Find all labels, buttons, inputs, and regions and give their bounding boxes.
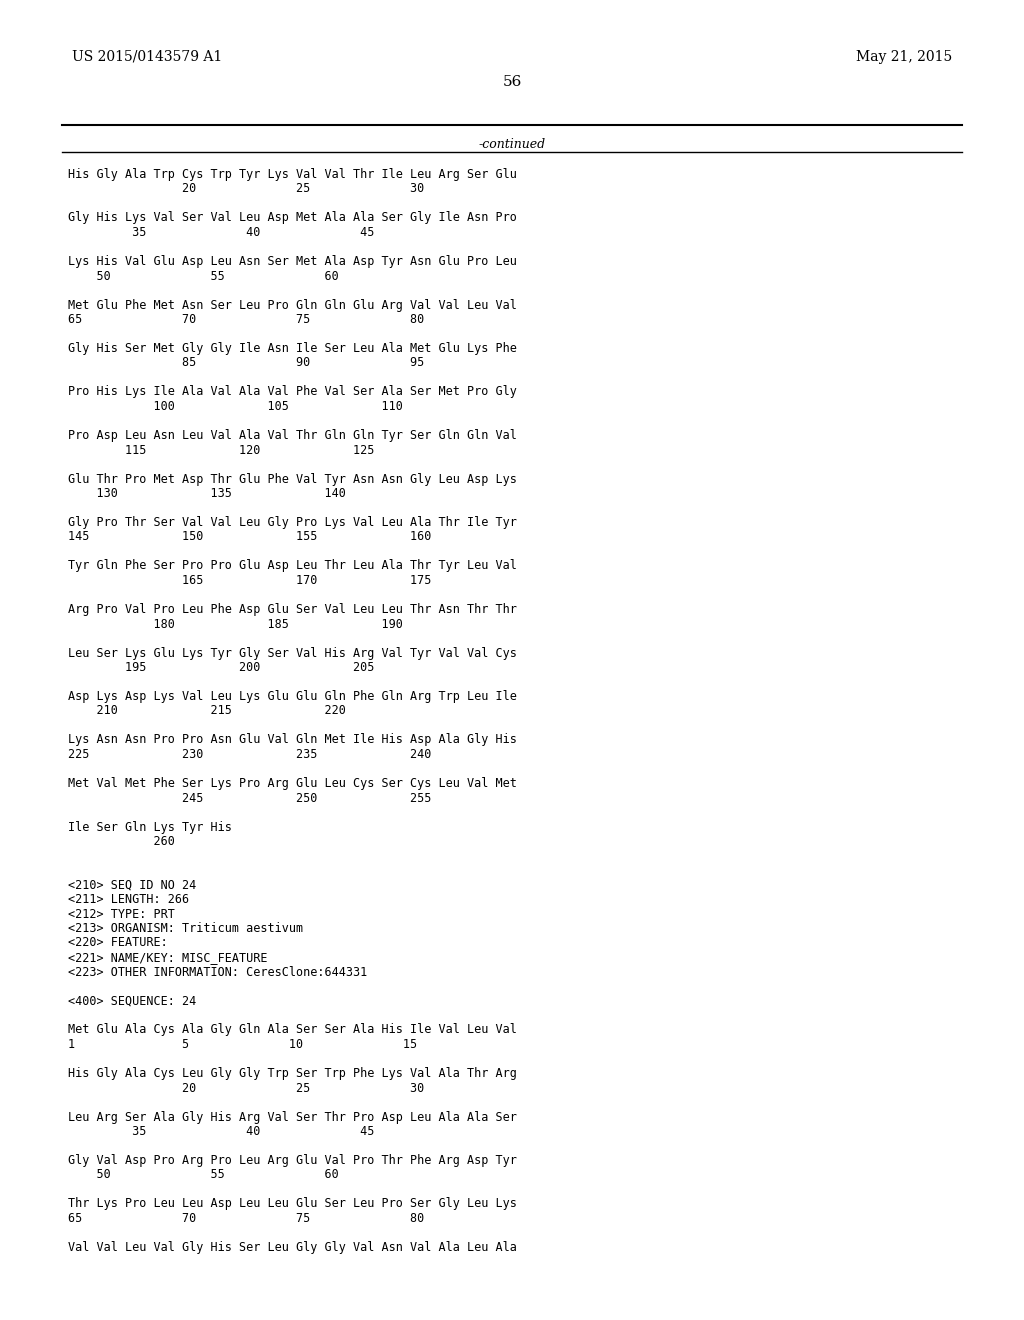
Text: Met Val Met Phe Ser Lys Pro Arg Glu Leu Cys Ser Cys Leu Val Met: Met Val Met Phe Ser Lys Pro Arg Glu Leu … bbox=[68, 777, 517, 789]
Text: <400> SEQUENCE: 24: <400> SEQUENCE: 24 bbox=[68, 994, 197, 1007]
Text: 65              70              75              80: 65 70 75 80 bbox=[68, 1212, 424, 1225]
Text: Gly Val Asp Pro Arg Pro Leu Arg Glu Val Pro Thr Phe Arg Asp Tyr: Gly Val Asp Pro Arg Pro Leu Arg Glu Val … bbox=[68, 1154, 517, 1167]
Text: Lys Asn Asn Pro Pro Asn Glu Val Gln Met Ile His Asp Ala Gly His: Lys Asn Asn Pro Pro Asn Glu Val Gln Met … bbox=[68, 734, 517, 747]
Text: 165             170             175: 165 170 175 bbox=[68, 574, 431, 587]
Text: His Gly Ala Trp Cys Trp Tyr Lys Val Val Thr Ile Leu Arg Ser Glu: His Gly Ala Trp Cys Trp Tyr Lys Val Val … bbox=[68, 168, 517, 181]
Text: Tyr Gln Phe Ser Pro Pro Glu Asp Leu Thr Leu Ala Thr Tyr Leu Val: Tyr Gln Phe Ser Pro Pro Glu Asp Leu Thr … bbox=[68, 560, 517, 573]
Text: Met Glu Ala Cys Ala Gly Gln Ala Ser Ser Ala His Ile Val Leu Val: Met Glu Ala Cys Ala Gly Gln Ala Ser Ser … bbox=[68, 1023, 517, 1036]
Text: 100             105             110: 100 105 110 bbox=[68, 400, 402, 413]
Text: 50              55              60: 50 55 60 bbox=[68, 1168, 339, 1181]
Text: 260: 260 bbox=[68, 836, 175, 847]
Text: Gly His Ser Met Gly Gly Ile Asn Ile Ser Leu Ala Met Glu Lys Phe: Gly His Ser Met Gly Gly Ile Asn Ile Ser … bbox=[68, 342, 517, 355]
Text: <220> FEATURE:: <220> FEATURE: bbox=[68, 936, 168, 949]
Text: 225             230             235             240: 225 230 235 240 bbox=[68, 748, 431, 762]
Text: Arg Pro Val Pro Leu Phe Asp Glu Ser Val Leu Leu Thr Asn Thr Thr: Arg Pro Val Pro Leu Phe Asp Glu Ser Val … bbox=[68, 603, 517, 616]
Text: May 21, 2015: May 21, 2015 bbox=[856, 50, 952, 63]
Text: 1               5              10              15: 1 5 10 15 bbox=[68, 1038, 417, 1051]
Text: <211> LENGTH: 266: <211> LENGTH: 266 bbox=[68, 894, 189, 906]
Text: Val Val Leu Val Gly His Ser Leu Gly Gly Val Asn Val Ala Leu Ala: Val Val Leu Val Gly His Ser Leu Gly Gly … bbox=[68, 1241, 517, 1254]
Text: <212> TYPE: PRT: <212> TYPE: PRT bbox=[68, 908, 175, 920]
Text: <210> SEQ ID NO 24: <210> SEQ ID NO 24 bbox=[68, 879, 197, 891]
Text: Met Glu Phe Met Asn Ser Leu Pro Gln Gln Glu Arg Val Val Leu Val: Met Glu Phe Met Asn Ser Leu Pro Gln Gln … bbox=[68, 298, 517, 312]
Text: 85              90              95: 85 90 95 bbox=[68, 356, 424, 370]
Text: 65              70              75              80: 65 70 75 80 bbox=[68, 313, 424, 326]
Text: 130             135             140: 130 135 140 bbox=[68, 487, 346, 500]
Text: 35              40              45: 35 40 45 bbox=[68, 1125, 375, 1138]
Text: 245             250             255: 245 250 255 bbox=[68, 792, 431, 804]
Text: Asp Lys Asp Lys Val Leu Lys Glu Glu Gln Phe Gln Arg Trp Leu Ile: Asp Lys Asp Lys Val Leu Lys Glu Glu Gln … bbox=[68, 690, 517, 704]
Text: 50              55              60: 50 55 60 bbox=[68, 269, 339, 282]
Text: Gly His Lys Val Ser Val Leu Asp Met Ala Ala Ser Gly Ile Asn Pro: Gly His Lys Val Ser Val Leu Asp Met Ala … bbox=[68, 211, 517, 224]
Text: 180             185             190: 180 185 190 bbox=[68, 618, 402, 631]
Text: 20              25              30: 20 25 30 bbox=[68, 1081, 424, 1094]
Text: 115             120             125: 115 120 125 bbox=[68, 444, 375, 457]
Text: Ile Ser Gln Lys Tyr His: Ile Ser Gln Lys Tyr His bbox=[68, 821, 231, 833]
Text: -continued: -continued bbox=[478, 139, 546, 150]
Text: Lys His Val Glu Asp Leu Asn Ser Met Ala Asp Tyr Asn Glu Pro Leu: Lys His Val Glu Asp Leu Asn Ser Met Ala … bbox=[68, 255, 517, 268]
Text: His Gly Ala Cys Leu Gly Gly Trp Ser Trp Phe Lys Val Ala Thr Arg: His Gly Ala Cys Leu Gly Gly Trp Ser Trp … bbox=[68, 1067, 517, 1080]
Text: 210             215             220: 210 215 220 bbox=[68, 705, 346, 718]
Text: 20              25              30: 20 25 30 bbox=[68, 182, 424, 195]
Text: Glu Thr Pro Met Asp Thr Glu Phe Val Tyr Asn Asn Gly Leu Asp Lys: Glu Thr Pro Met Asp Thr Glu Phe Val Tyr … bbox=[68, 473, 517, 486]
Text: Pro Asp Leu Asn Leu Val Ala Val Thr Gln Gln Tyr Ser Gln Gln Val: Pro Asp Leu Asn Leu Val Ala Val Thr Gln … bbox=[68, 429, 517, 442]
Text: 195             200             205: 195 200 205 bbox=[68, 661, 375, 675]
Text: <213> ORGANISM: Triticum aestivum: <213> ORGANISM: Triticum aestivum bbox=[68, 921, 303, 935]
Text: Thr Lys Pro Leu Leu Asp Leu Leu Glu Ser Leu Pro Ser Gly Leu Lys: Thr Lys Pro Leu Leu Asp Leu Leu Glu Ser … bbox=[68, 1197, 517, 1210]
Text: Pro His Lys Ile Ala Val Ala Val Phe Val Ser Ala Ser Met Pro Gly: Pro His Lys Ile Ala Val Ala Val Phe Val … bbox=[68, 385, 517, 399]
Text: 35              40              45: 35 40 45 bbox=[68, 226, 375, 239]
Text: Gly Pro Thr Ser Val Val Leu Gly Pro Lys Val Leu Ala Thr Ile Tyr: Gly Pro Thr Ser Val Val Leu Gly Pro Lys … bbox=[68, 516, 517, 529]
Text: 145             150             155             160: 145 150 155 160 bbox=[68, 531, 431, 544]
Text: 56: 56 bbox=[503, 75, 521, 88]
Text: <223> OTHER INFORMATION: CeresClone:644331: <223> OTHER INFORMATION: CeresClone:6443… bbox=[68, 965, 368, 978]
Text: Leu Arg Ser Ala Gly His Arg Val Ser Thr Pro Asp Leu Ala Ala Ser: Leu Arg Ser Ala Gly His Arg Val Ser Thr … bbox=[68, 1110, 517, 1123]
Text: Leu Ser Lys Glu Lys Tyr Gly Ser Val His Arg Val Tyr Val Val Cys: Leu Ser Lys Glu Lys Tyr Gly Ser Val His … bbox=[68, 647, 517, 660]
Text: US 2015/0143579 A1: US 2015/0143579 A1 bbox=[72, 50, 222, 63]
Text: <221> NAME/KEY: MISC_FEATURE: <221> NAME/KEY: MISC_FEATURE bbox=[68, 950, 267, 964]
